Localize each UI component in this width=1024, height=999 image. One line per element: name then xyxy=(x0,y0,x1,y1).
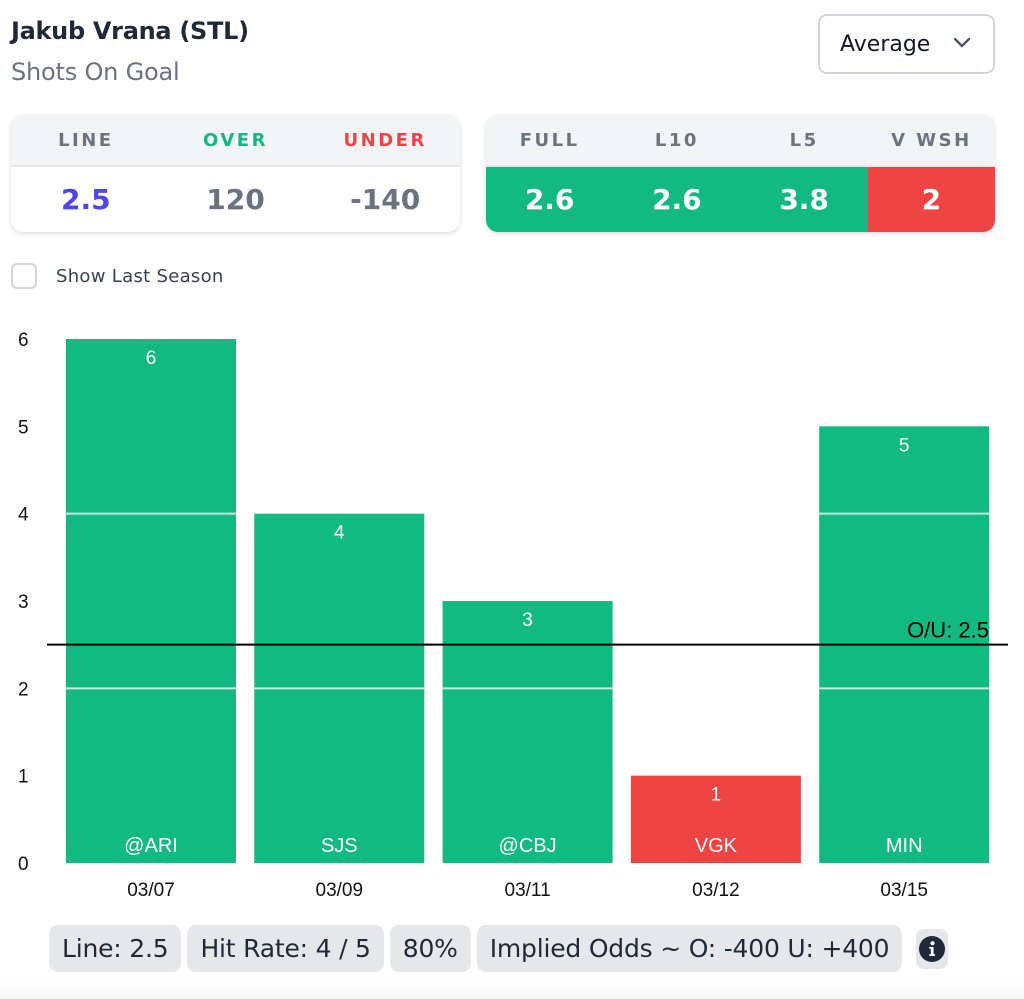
bar xyxy=(630,775,801,863)
over-header: OVER xyxy=(203,129,268,151)
chevron-down-icon xyxy=(953,37,971,48)
bar-opponent-label: @CBJ xyxy=(499,835,557,857)
y-tick-label: 6 xyxy=(18,330,29,351)
hit-rate-pill: Hit Rate: 4 / 5 xyxy=(187,925,384,972)
under-odds-value: -140 xyxy=(350,183,421,216)
l10-average-value: 2.6 xyxy=(613,167,741,232)
y-tick-label: 2 xyxy=(18,679,29,700)
bar-opponent-label: @ARI xyxy=(124,835,178,857)
odds-card: LINE OVER UNDER 2.5 120 -140 xyxy=(11,115,460,232)
x-tick-label: 03/15 xyxy=(880,880,928,901)
summary-bar: Line: 2.5 Hit Rate: 4 / 5 80% Implied Od… xyxy=(49,925,949,972)
info-button[interactable] xyxy=(916,928,949,969)
bar xyxy=(66,339,236,863)
line-header: LINE xyxy=(58,129,114,151)
x-tick-label: 03/12 xyxy=(692,880,740,901)
odds-card-values: 2.5 120 -140 xyxy=(11,167,460,232)
full-header: FULL xyxy=(519,129,580,151)
bar-opponent-label: MIN xyxy=(886,835,923,857)
averages-card-header: FULL L10 L5 V WSH xyxy=(486,115,995,167)
implied-odds-pill: Implied Odds ~ O: -400 U: +400 xyxy=(476,925,903,972)
over-odds-value: 120 xyxy=(206,183,265,216)
y-tick-label: 5 xyxy=(18,417,29,438)
bar-opponent-label: VGK xyxy=(695,835,738,857)
show-last-season-toggle[interactable]: Show Last Season xyxy=(11,263,224,289)
x-tick-label: 03/07 xyxy=(127,880,175,901)
bar-group: 1 VGK xyxy=(630,775,801,863)
averages-card: FULL L10 L5 V WSH 2.6 2.6 3.8 2 xyxy=(486,115,995,232)
bars: 6 @ARI 4 SJS 3 @CBJ 1 VGK 5 MIN xyxy=(66,339,990,863)
footer-fade xyxy=(0,975,1024,999)
x-tick-label: 03/09 xyxy=(316,880,364,901)
bar-value-label: 3 xyxy=(522,610,533,631)
odds-card-header: LINE OVER UNDER xyxy=(11,115,460,167)
full-average-value: 2.6 xyxy=(486,167,614,232)
x-tick-label: 03/11 xyxy=(505,880,551,901)
l10-header: L10 xyxy=(654,129,699,151)
y-axis: 0 1 2 3 4 5 6 xyxy=(18,330,29,875)
line-pill: Line: 2.5 xyxy=(49,925,182,972)
show-last-season-label: Show Last Season xyxy=(56,265,224,287)
stat-mode-selected-value: Average xyxy=(840,31,931,57)
market-name: Shots On Goal xyxy=(11,58,180,86)
bar-value-label: 4 xyxy=(334,523,345,544)
l5-header: L5 xyxy=(789,129,819,151)
ou-line-label: O/U: 2.5 xyxy=(907,618,989,643)
vs-opponent-average-value: 2 xyxy=(867,167,995,232)
stat-mode-select[interactable]: Average xyxy=(818,14,995,74)
bar-value-label: 1 xyxy=(711,785,722,806)
bar-group: 4 SJS xyxy=(254,513,425,863)
line-value: 2.5 xyxy=(61,183,111,216)
averages-card-values: 2.6 2.6 3.8 2 xyxy=(486,167,995,232)
info-icon xyxy=(919,935,946,962)
bar-value-label: 6 xyxy=(146,348,157,369)
y-tick-label: 4 xyxy=(18,505,29,526)
bar xyxy=(442,601,613,863)
y-tick-label: 1 xyxy=(18,767,29,788)
y-tick-label: 3 xyxy=(18,592,29,613)
x-axis: 03/07 03/09 03/11 03/12 03/15 xyxy=(127,880,928,901)
bar-group: 3 @CBJ xyxy=(442,601,613,863)
bar-group: 6 @ARI xyxy=(66,339,236,863)
hit-percent-pill: 80% xyxy=(389,925,471,972)
show-last-season-checkbox[interactable] xyxy=(11,263,37,289)
under-header: UNDER xyxy=(343,129,427,151)
ou-reference: O/U: 2.5 xyxy=(47,618,1008,646)
l5-average-value: 3.8 xyxy=(740,167,868,232)
y-tick-label: 0 xyxy=(18,854,29,875)
bar-opponent-label: SJS xyxy=(321,835,358,857)
vs-opponent-header: V WSH xyxy=(891,129,972,151)
bar-value-label: 5 xyxy=(899,435,910,456)
player-name: Jakub Vrana (STL) xyxy=(11,17,249,45)
